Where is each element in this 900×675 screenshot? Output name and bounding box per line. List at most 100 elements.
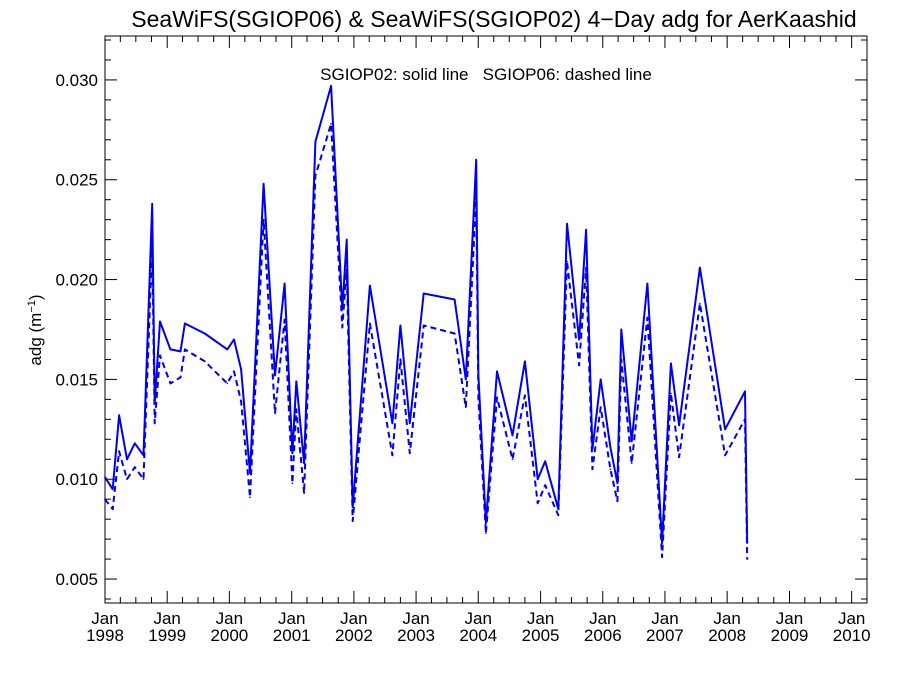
data-point xyxy=(475,158,478,161)
data-point xyxy=(661,556,663,558)
series-layer xyxy=(104,84,749,560)
data-point xyxy=(422,292,425,295)
data-point xyxy=(233,338,235,341)
data-point xyxy=(485,532,487,534)
data-point xyxy=(391,422,394,425)
data-point xyxy=(226,348,229,351)
x-tick-label-month: Jan xyxy=(713,609,740,628)
data-point xyxy=(661,542,663,544)
data-point xyxy=(744,390,746,393)
x-tick-label-year: 2003 xyxy=(397,626,435,645)
data-point xyxy=(240,368,242,371)
data-point xyxy=(169,348,172,351)
data-point xyxy=(240,400,242,403)
data-point xyxy=(578,364,580,367)
data-point xyxy=(159,320,161,323)
data-point xyxy=(485,522,487,524)
chart-annotation: SGIOP02: solid line SGIOP06: dashed line xyxy=(320,65,652,84)
data-point xyxy=(204,360,206,363)
series-line-sgiop02 xyxy=(104,84,749,545)
data-point xyxy=(453,332,456,335)
x-tick-label-year: 2007 xyxy=(646,626,684,645)
data-point xyxy=(295,408,298,411)
data-point xyxy=(104,476,106,479)
data-point xyxy=(670,362,672,365)
data-point xyxy=(630,462,633,465)
y-axis-label: adg (m−1) xyxy=(26,294,45,365)
x-tick-label-month: Jan xyxy=(402,609,429,628)
data-point xyxy=(126,458,128,461)
data-point xyxy=(670,392,672,395)
data-point xyxy=(399,324,402,327)
data-point xyxy=(646,316,649,319)
data-point xyxy=(226,382,229,385)
data-point xyxy=(536,478,539,481)
data-point xyxy=(118,450,120,453)
x-tick-label-month: Jan xyxy=(340,609,367,628)
y-tick-label: 0.025 xyxy=(55,171,98,190)
data-point xyxy=(104,498,106,500)
data-point xyxy=(204,332,206,335)
data-point xyxy=(341,326,344,329)
data-point xyxy=(599,406,602,409)
data-point xyxy=(475,194,478,197)
data-point xyxy=(391,454,394,457)
x-tick-label-month: Jan xyxy=(651,609,678,628)
x-tick-label-month: Jan xyxy=(838,609,865,628)
data-point xyxy=(345,268,348,271)
data-point xyxy=(151,202,153,205)
data-point xyxy=(184,348,186,351)
data-point xyxy=(134,442,136,445)
data-point xyxy=(465,406,467,409)
data-point xyxy=(630,440,633,443)
data-point xyxy=(345,238,348,241)
data-point xyxy=(314,174,317,177)
axis-ticks: 0.0050.0100.0150.0200.0250.030Jan1998Jan… xyxy=(55,36,871,645)
data-point xyxy=(330,85,332,87)
data-point xyxy=(369,322,371,325)
data-point xyxy=(724,454,726,457)
data-point xyxy=(291,452,294,455)
y-tick-label: 0.020 xyxy=(55,271,98,290)
data-point xyxy=(369,284,371,287)
x-tick-label-year: 2005 xyxy=(522,626,560,645)
y-axis-label-exponent: −1 xyxy=(26,300,38,313)
data-point xyxy=(408,422,411,425)
y-axis-label-text: adg (m xyxy=(26,313,45,366)
x-tick-label-year: 1998 xyxy=(86,626,124,645)
x-tick-label-month: Jan xyxy=(776,609,803,628)
data-point xyxy=(291,482,294,485)
data-point xyxy=(616,500,619,502)
x-tick-label-year: 2001 xyxy=(273,626,311,645)
data-point xyxy=(566,222,568,225)
data-point xyxy=(609,446,612,449)
data-point xyxy=(422,324,425,327)
x-tick-label-year: 2002 xyxy=(335,626,373,645)
data-point xyxy=(544,484,546,487)
data-point xyxy=(453,298,456,301)
data-point xyxy=(303,492,305,494)
data-point xyxy=(524,394,526,397)
x-tick-label-month: Jan xyxy=(278,609,305,628)
data-point xyxy=(591,468,594,471)
data-point xyxy=(724,428,726,431)
x-tick-label-month: Jan xyxy=(465,609,492,628)
y-axis-label-close: ) xyxy=(26,294,45,300)
data-point xyxy=(578,338,580,341)
chart-title: SeaWiFS(SGIOP06) & SeaWiFS(SGIOP02) 4−Da… xyxy=(131,6,856,32)
data-point xyxy=(134,466,136,469)
data-point xyxy=(169,382,172,385)
data-point xyxy=(126,478,128,481)
data-point xyxy=(511,458,514,461)
data-point xyxy=(585,266,587,269)
x-tick-label-month: Jan xyxy=(527,609,554,628)
data-point xyxy=(179,376,182,379)
x-tick-label-year: 2006 xyxy=(584,626,622,645)
x-tick-label-month: Jan xyxy=(216,609,243,628)
data-point xyxy=(620,358,623,361)
y-tick-label: 0.010 xyxy=(55,470,98,489)
x-tick-label-month: Jan xyxy=(589,609,616,628)
data-point xyxy=(566,260,568,263)
data-point xyxy=(465,378,467,381)
